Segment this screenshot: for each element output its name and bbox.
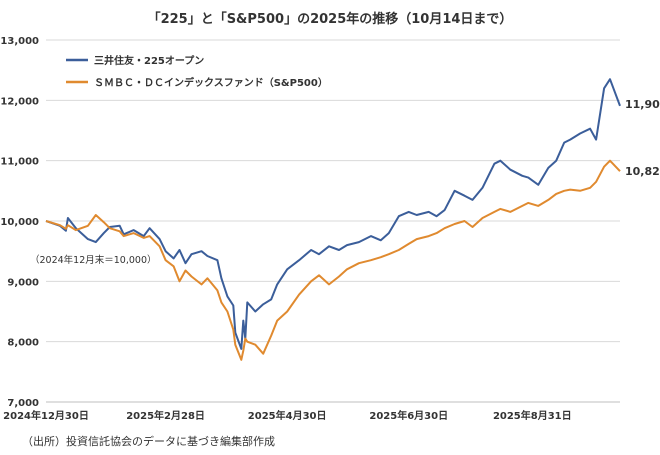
y-tick-label: 9,000 [7, 277, 39, 288]
x-tick-label: 2025年4月30日 [248, 409, 327, 422]
source-note: （出所）投資信託協会のデータに基づき編集部作成 [22, 434, 275, 448]
x-tick-label: 2025年8月31日 [493, 409, 572, 422]
y-tick-label: 13,000 [0, 36, 39, 47]
y-tick-label: 10,000 [0, 217, 39, 228]
series-line-2 [45, 159, 621, 361]
y-tick-label: 11,000 [0, 157, 39, 168]
y-tick-label: 7,000 [7, 398, 39, 409]
end-label-series-1: 11,908 [625, 98, 660, 111]
y-tick-label: 8,000 [7, 338, 39, 349]
base-value-note: （2024年12月末＝10,000） [30, 254, 157, 266]
x-tick-label: 2025年6月30日 [369, 409, 448, 422]
x-tick-label: 2025年2月28日 [126, 409, 205, 422]
legend-label-series-1: 三井住友・225オープン [94, 54, 204, 67]
y-tick-label: 12,000 [0, 96, 39, 107]
x-tick-label: 2024年12月30日 [3, 409, 89, 422]
series-lines [45, 78, 621, 361]
chart-title: 「225」と「S&P500」の2025年の推移（10月14日まで） [148, 11, 513, 27]
legend-label-series-2: ＳＭＢＣ・ＤＣインデックスファンド（S&P500） [94, 76, 328, 89]
series-line-1 [45, 78, 621, 350]
grid-lines [46, 39, 620, 403]
y-axis: 7,000 8,000 9,000 10,000 11,000 12,000 13,000 [0, 36, 39, 409]
end-label-series-2: 10,825 [625, 165, 660, 178]
legend: 三井住友・225オープン ＳＭＢＣ・ＤＣインデックスファンド（S&P500） [66, 54, 328, 89]
x-axis: 2024年12月30日 2025年2月28日 2025年4月30日 2025年6月30… [3, 409, 572, 422]
